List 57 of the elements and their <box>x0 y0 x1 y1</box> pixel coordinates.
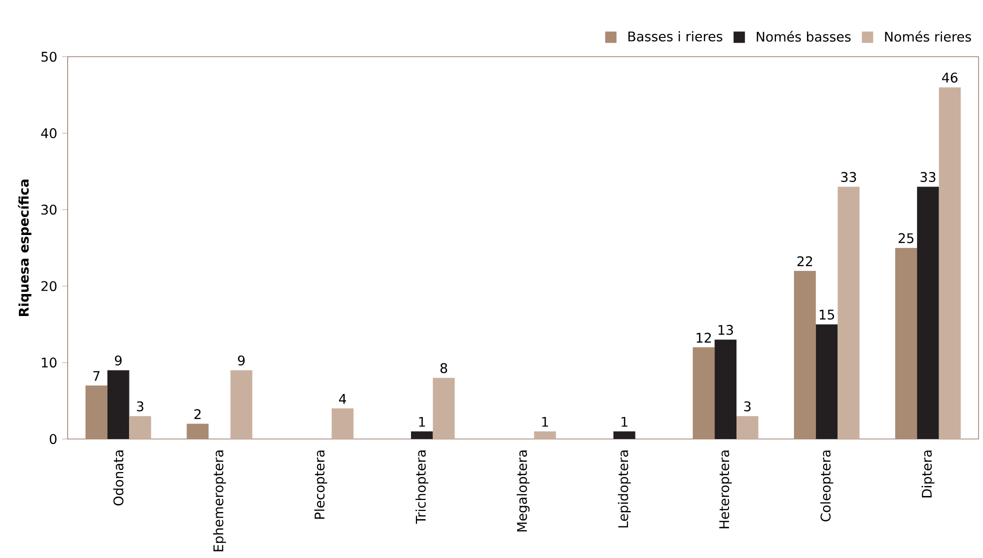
x-tick-label: Diptera <box>922 450 934 498</box>
bar <box>86 385 108 439</box>
x-tick-label: Plecoptera <box>314 450 328 518</box>
y-tick-label: 30 <box>41 204 56 214</box>
x-tick-label: Trichoptera <box>416 450 428 524</box>
bar <box>895 248 918 439</box>
bar <box>107 370 130 439</box>
data-label: 9 <box>238 355 245 366</box>
legend-label: Només rieres <box>885 30 972 42</box>
data-label: 2 <box>194 408 201 419</box>
data-label: 3 <box>744 401 751 412</box>
data-label: 33 <box>841 172 856 182</box>
legend-label: Només basses <box>756 30 851 42</box>
data-label: 1 <box>419 416 425 426</box>
data-label: 25 <box>898 232 914 243</box>
bar <box>816 324 838 439</box>
bar <box>432 378 455 439</box>
x-tick-label: Ephemeroptera <box>213 450 226 551</box>
bar <box>129 416 152 439</box>
data-label: 22 <box>797 256 812 266</box>
y-tick-label: 50 <box>41 51 56 62</box>
x-tick-label: Heteroptera <box>719 450 732 528</box>
data-label: 4 <box>339 394 346 404</box>
bar <box>714 339 736 439</box>
x-tick-label: Megaloptera <box>516 450 530 532</box>
bar <box>411 431 433 439</box>
data-label: 9 <box>114 355 122 366</box>
bar <box>692 347 715 439</box>
x-tick-label: Coleoptera <box>820 450 834 522</box>
data-label: 15 <box>820 310 834 320</box>
y-axis-title: Riquesa específica <box>18 179 32 316</box>
bar <box>838 186 860 439</box>
data-label: 7 <box>93 370 100 381</box>
legend-label: Basses i rieres <box>628 30 722 42</box>
data-label: 46 <box>942 72 958 82</box>
bar <box>736 416 758 439</box>
y-tick-label: 0 <box>50 434 56 444</box>
data-label: 12 <box>696 332 711 342</box>
y-tick-label: 10 <box>42 357 56 368</box>
data-label: 8 <box>440 362 448 373</box>
bar <box>186 423 209 439</box>
data-label: 1 <box>542 416 548 426</box>
bar <box>230 370 252 439</box>
data-label: 3 <box>136 401 144 412</box>
data-label: 33 <box>920 172 936 182</box>
x-tick-label: Odonata <box>113 450 124 506</box>
bar <box>613 431 636 439</box>
x-tick-label: Lepidoptera <box>618 450 631 528</box>
bar <box>534 431 556 439</box>
data-label: 1 <box>622 416 628 426</box>
y-tick-label: 40 <box>41 128 56 138</box>
y-tick-label: 20 <box>41 280 56 291</box>
data-label: 13 <box>718 324 733 335</box>
bar <box>938 87 961 439</box>
bar <box>332 408 354 439</box>
bar <box>917 186 939 439</box>
bar <box>794 270 816 439</box>
